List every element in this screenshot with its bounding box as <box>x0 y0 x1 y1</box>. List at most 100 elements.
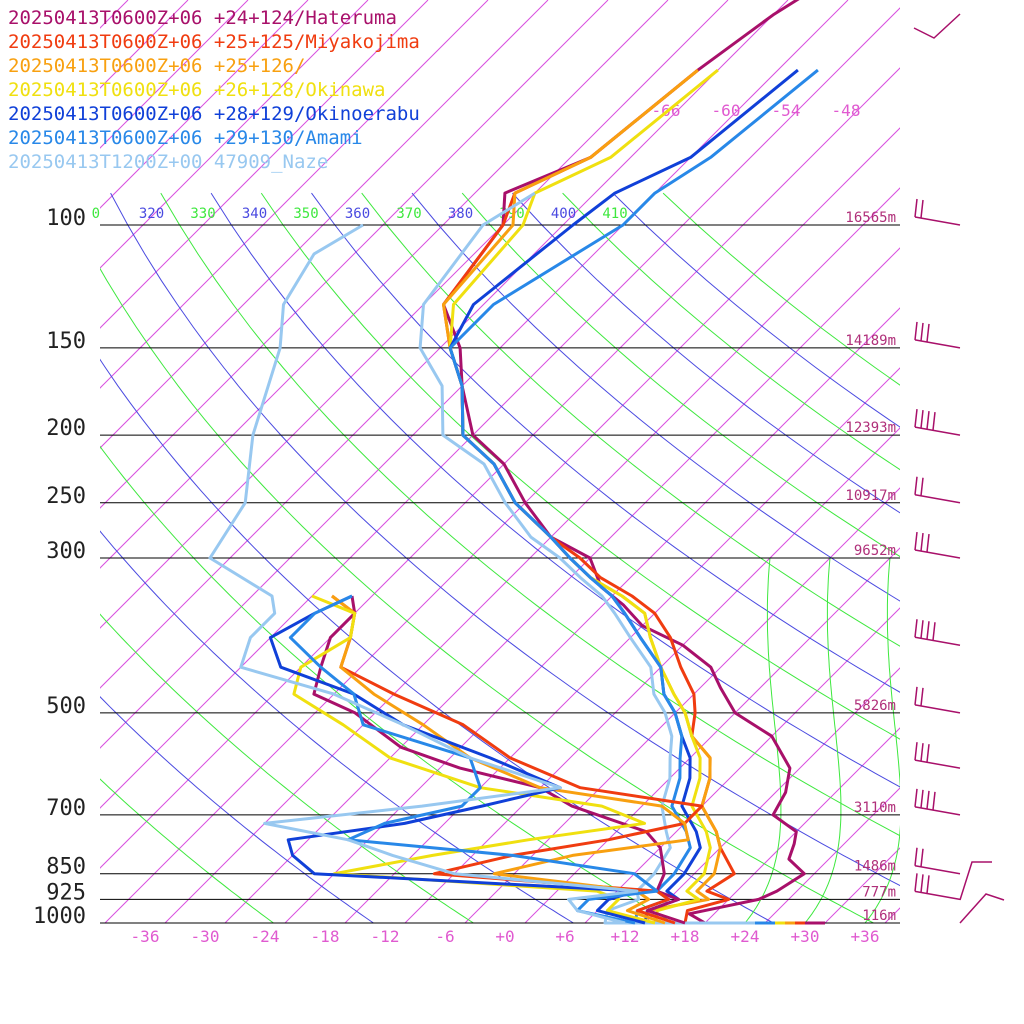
pressure-label: 100 <box>46 206 86 231</box>
temperature-tick-label: +12 <box>611 927 640 946</box>
upper-isotherm-label: -48 <box>832 101 861 120</box>
wind-barb-flag <box>920 532 924 552</box>
height-label: 777m <box>862 884 896 900</box>
wind-barb <box>914 704 961 714</box>
wind-barb <box>914 890 961 901</box>
wind-barb <box>913 13 961 39</box>
wind-barb-flag <box>920 743 924 762</box>
wind-barb-flag <box>932 791 936 810</box>
upper-isotherm-label: -60 <box>712 101 741 120</box>
legend-entry: 20250413T0600Z+06 +25+125/Miyakojima <box>8 31 420 53</box>
temperature-tick-label: +30 <box>791 927 820 946</box>
temperature-tick-label: +0 <box>495 927 514 946</box>
height-label: 10917m <box>845 488 896 504</box>
legend: 20250413T0600Z+06 +24+124/Hateruma202504… <box>8 7 420 173</box>
isotherm-line <box>404 427 900 923</box>
height-label: 116m <box>862 908 896 924</box>
pressure-label: 200 <box>46 416 86 441</box>
temperature-tick-label: +18 <box>671 927 700 946</box>
wind-barb-flag <box>914 476 918 495</box>
temperature-tick-label: -12 <box>371 927 400 946</box>
temperature-tick-label: -18 <box>311 927 340 946</box>
wind-barb <box>959 893 1005 924</box>
isotherm-line <box>100 0 309 209</box>
wind-barb <box>914 759 961 769</box>
theta-label: 360 <box>345 206 370 222</box>
wind-barb-flag <box>914 873 918 892</box>
wind-barb-flag <box>920 789 924 808</box>
isotherm-line <box>100 0 789 689</box>
isotherm-line <box>100 7 900 809</box>
temperature-profiles <box>418 0 825 925</box>
dry-adiabat <box>100 696 375 923</box>
wind-barb-flag <box>926 744 930 763</box>
legend-entry: 20250413T0600Z+06 +29+130/Amami <box>8 127 363 149</box>
wind-barb-flag <box>926 790 930 809</box>
theta-label: 400 <box>551 206 576 222</box>
wind-barb-flag <box>926 533 930 553</box>
upper-isotherm-label: -54 <box>772 101 801 120</box>
dewpoint-line <box>208 223 639 925</box>
moist-adiabat <box>864 557 900 923</box>
wind-barb <box>914 216 961 226</box>
pressure-label: 250 <box>46 484 86 509</box>
dry-adiabat <box>100 267 875 923</box>
wind-barb <box>914 864 961 875</box>
temperature-axis-labels: -36 -30 -24 -18 -12 -6 +0 +6 +12 +18 +24 +30 +36 <box>131 927 880 946</box>
legend-entry: 20250413T0600Z+06 +26+128/Okinawa <box>8 79 386 101</box>
isotherm-line <box>524 547 900 923</box>
wind-barb <box>959 861 992 901</box>
wind-barb-flag <box>926 875 930 894</box>
wind-barb-flag <box>932 412 936 431</box>
isotherm-line <box>224 247 900 923</box>
dry-adiabat <box>100 613 475 923</box>
temperature-tick-label: +24 <box>731 927 760 946</box>
pressure-label: 300 <box>46 539 86 564</box>
wind-barbs <box>913 13 1005 924</box>
pressure-label: 850 <box>46 855 86 880</box>
wind-barb <box>914 549 961 559</box>
theta-label: 350 <box>293 206 318 222</box>
wind-barb-flag <box>920 620 924 639</box>
wind-barb <box>914 339 961 349</box>
isotherm-line <box>284 307 900 923</box>
wind-barb-flag <box>914 409 918 428</box>
pressure-label: 700 <box>46 796 86 821</box>
isotherm-line <box>100 0 489 389</box>
isotherm-line <box>100 67 900 869</box>
wind-barb-flag <box>914 531 918 551</box>
legend-entry: 20250413T0600Z+06 +25+126/ <box>8 55 305 77</box>
wind-barb-flag <box>926 411 930 430</box>
wind-barb <box>914 806 961 816</box>
pressure-label: 500 <box>46 694 86 719</box>
isotherm-line <box>464 487 900 923</box>
isotherm-line <box>884 907 900 923</box>
wind-barb-flag <box>914 788 918 807</box>
pressure-label: 925 <box>46 880 86 905</box>
wind-barb-flag <box>914 321 918 340</box>
isotherm-line <box>764 787 900 923</box>
height-label: 1486m <box>854 859 896 875</box>
dewpoint-profiles <box>208 223 704 925</box>
wind-barb-flag <box>914 198 918 218</box>
pressure-label: 1000 <box>33 904 86 929</box>
theta-label: 330 <box>190 206 215 222</box>
wind-barb-flag <box>920 874 924 893</box>
isotherm-line <box>584 607 900 923</box>
temperature-line <box>448 68 819 925</box>
temperature-line <box>442 0 825 925</box>
isotherm-line <box>100 0 729 629</box>
theta-label: 380 <box>448 206 473 222</box>
temperature-line <box>418 191 755 925</box>
wind-barb <box>914 426 961 436</box>
theta-label: 0 <box>92 206 100 222</box>
isotherm-line <box>100 0 669 569</box>
height-label: 5826m <box>854 698 896 714</box>
wind-barb <box>914 636 961 646</box>
theta-label: 340 <box>242 206 267 222</box>
isotherm-line <box>704 727 900 923</box>
wind-barb-flag <box>914 847 918 866</box>
theta-label: 320 <box>139 206 164 222</box>
